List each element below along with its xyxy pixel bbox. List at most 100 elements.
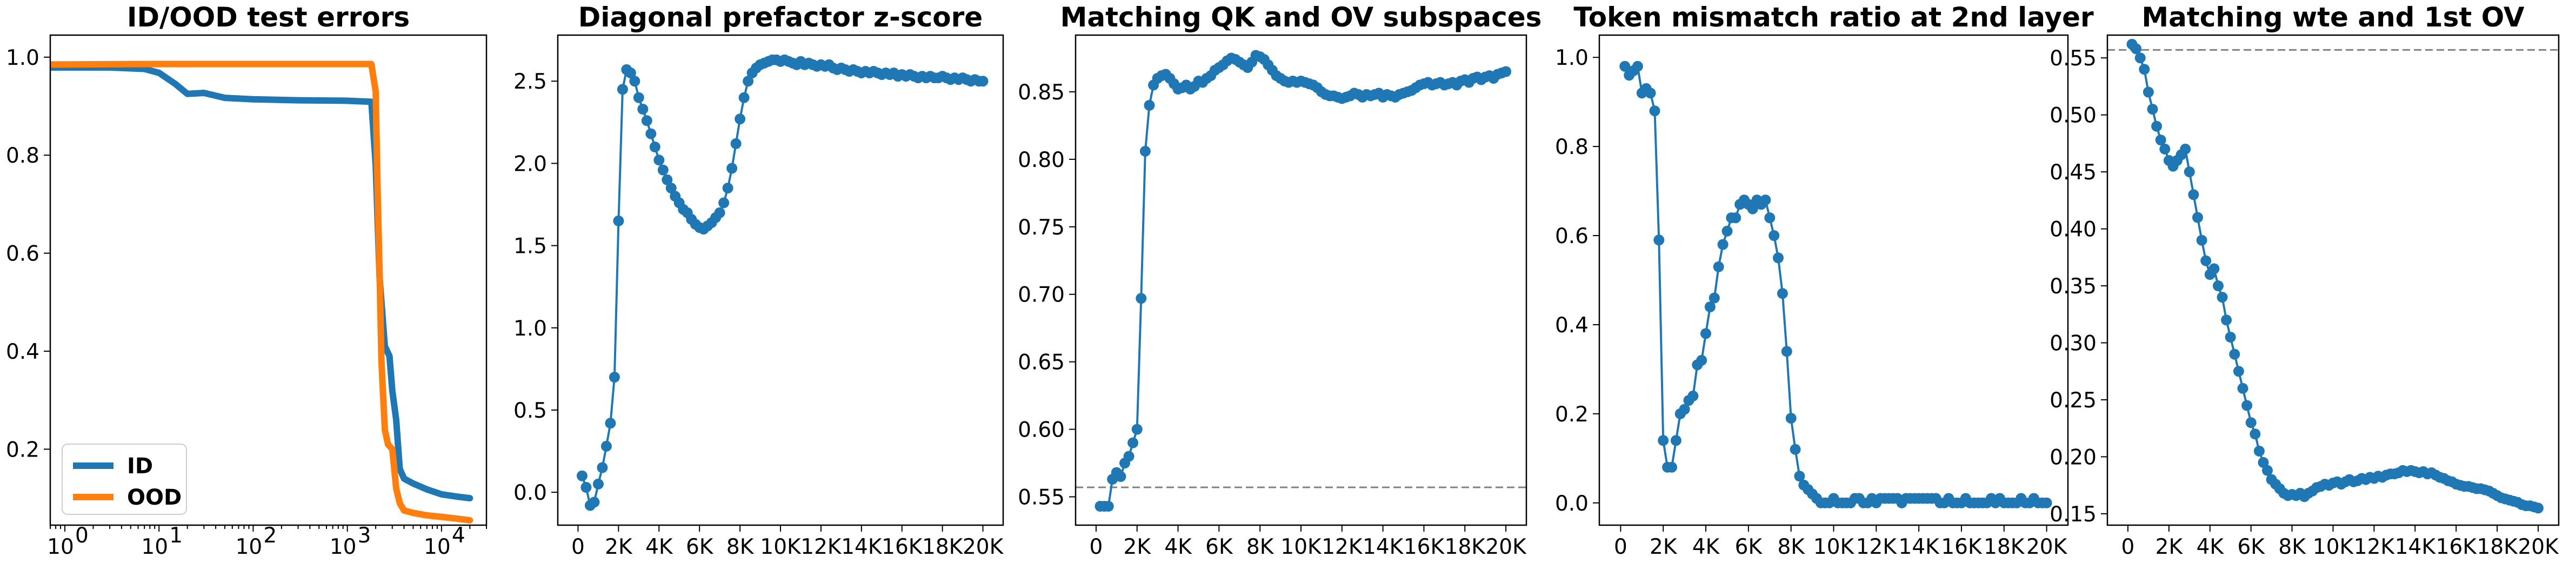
data-point — [1687, 390, 1699, 401]
x-tick-label: 10K — [1280, 535, 1322, 559]
y-tick-label: 0.8 — [1555, 135, 1589, 159]
series-group — [50, 61, 473, 524]
x-tick-label: 14K — [1363, 535, 1404, 559]
data-point — [1764, 212, 1776, 224]
y-tick-label: 0.4 — [1555, 313, 1589, 338]
plot-4: Token mismatch ratio at 2nd layer 0 2K 4K 6K… — [1555, 2, 2094, 559]
data-point — [1666, 461, 1677, 473]
y-tick-label: 0.50 — [2050, 104, 2097, 128]
data-point — [735, 113, 746, 125]
data-point — [617, 84, 628, 95]
data-point — [2241, 400, 2253, 411]
data-point — [609, 372, 620, 383]
data-point — [1679, 404, 1690, 415]
x-tick-label: 2K — [605, 535, 633, 559]
x-tick-label: 16K — [1941, 535, 1983, 559]
x-tick-label: 16K — [882, 535, 923, 559]
x-tick-label: 8K — [1246, 535, 1274, 559]
x-tick-exponent: 3 — [358, 524, 371, 548]
x-tick-label: 6K — [1735, 535, 1763, 559]
data-point — [613, 215, 624, 226]
data-point — [600, 440, 612, 452]
data-point — [1653, 234, 1665, 246]
data-point — [1500, 66, 1512, 77]
x-tick-label: 20K — [2518, 535, 2559, 559]
data-point — [589, 497, 600, 508]
x-tick-label: 10K — [2313, 535, 2354, 559]
y-tick-label: 0.6 — [1555, 224, 1589, 249]
plot-5: Matching wte and 1st OV 0 2K 4K 6K 8K 10K 12K 14… — [2050, 2, 2560, 559]
data-point — [665, 183, 677, 194]
series-group — [576, 54, 989, 511]
data-point — [1127, 437, 1139, 448]
data-point — [2151, 120, 2163, 132]
data-point — [726, 163, 738, 174]
x-tick-label: 14K — [1899, 535, 1940, 559]
data-point — [1144, 99, 1155, 111]
series-line — [1624, 65, 2048, 504]
data-point — [743, 76, 754, 87]
data-point — [2237, 383, 2248, 394]
x-tick-label: 8K — [2278, 535, 2306, 559]
plot-title: Matching QK and OV subspaces — [1060, 2, 1542, 33]
axes-frame — [557, 34, 1004, 526]
y-tick-label: 0.60 — [1018, 418, 1065, 442]
data-point — [2245, 417, 2257, 428]
x-tick-label: 12K — [800, 535, 842, 559]
data-point — [1790, 444, 1801, 455]
y-tick-label: 1.0 — [6, 46, 39, 70]
data-point — [1794, 471, 1805, 482]
data-point — [1713, 261, 1724, 272]
axes-frame — [1598, 34, 2069, 526]
x-tick-label: 2K — [1124, 535, 1152, 559]
data-point — [2221, 314, 2232, 326]
x-tick-exponent: 1 — [169, 524, 183, 548]
x-tick-label: 2K — [1650, 535, 1678, 559]
x-tick-label: 18K — [1445, 535, 1486, 559]
x-tick-label: 10 — [236, 535, 263, 559]
data-point — [2180, 143, 2191, 155]
data-point — [2134, 52, 2146, 64]
data-point — [2192, 212, 2203, 223]
data-point — [576, 470, 588, 481]
y-tick-label: 0.70 — [1018, 283, 1065, 307]
data-point — [629, 76, 640, 87]
y-tick-label: 2.5 — [513, 70, 547, 94]
x-tick-label: 8K — [1777, 535, 1805, 559]
data-point — [2262, 465, 2273, 476]
y-tick-label: 0.55 — [2050, 46, 2097, 71]
x-tick-label: 14K — [2395, 535, 2437, 559]
x-tick-label: 4K — [2197, 535, 2225, 559]
data-point — [641, 115, 652, 126]
data-point — [1139, 145, 1151, 157]
x-tick-label: 10 — [330, 535, 357, 559]
y-tick-label: 0.2 — [1555, 403, 1589, 427]
x-tick-label: 8K — [726, 535, 755, 559]
data-point — [1773, 252, 1784, 264]
x-tick-label: 10 — [424, 535, 451, 559]
x-tick-label: 18K — [922, 535, 964, 559]
x-tick-label: 18K — [1984, 535, 2025, 559]
x-tick-label: 16K — [2436, 535, 2478, 559]
data-point — [730, 138, 742, 149]
y-tick-label: 0.30 — [2050, 332, 2097, 356]
plot-2: Diagonal prefactor z-score 0 2K 4K 6K 8K 10K 12… — [513, 2, 1004, 559]
data-point — [633, 92, 644, 103]
axes-frame — [49, 34, 488, 526]
y-tick-label: 0.4 — [6, 340, 39, 364]
data-point — [2225, 332, 2236, 343]
plot-3: Matching QK and OV subspaces 0 2K 4K 6K 8K 10K… — [1018, 2, 1541, 559]
data-point — [1769, 230, 1780, 241]
series-line-ood — [50, 61, 473, 524]
series-group — [1095, 50, 1512, 512]
x-tick-label: 4K — [645, 535, 673, 559]
x-tick-label: 6K — [1205, 535, 1233, 559]
y-tick-label: 0.35 — [2050, 274, 2097, 299]
data-point — [1645, 88, 1656, 99]
y-tick-label: 1.0 — [1555, 46, 1589, 70]
x-tick-label: 20K — [2026, 535, 2068, 559]
x-tick-label: 0 — [1614, 535, 1627, 559]
data-point — [2533, 502, 2544, 514]
data-point — [2200, 255, 2212, 266]
